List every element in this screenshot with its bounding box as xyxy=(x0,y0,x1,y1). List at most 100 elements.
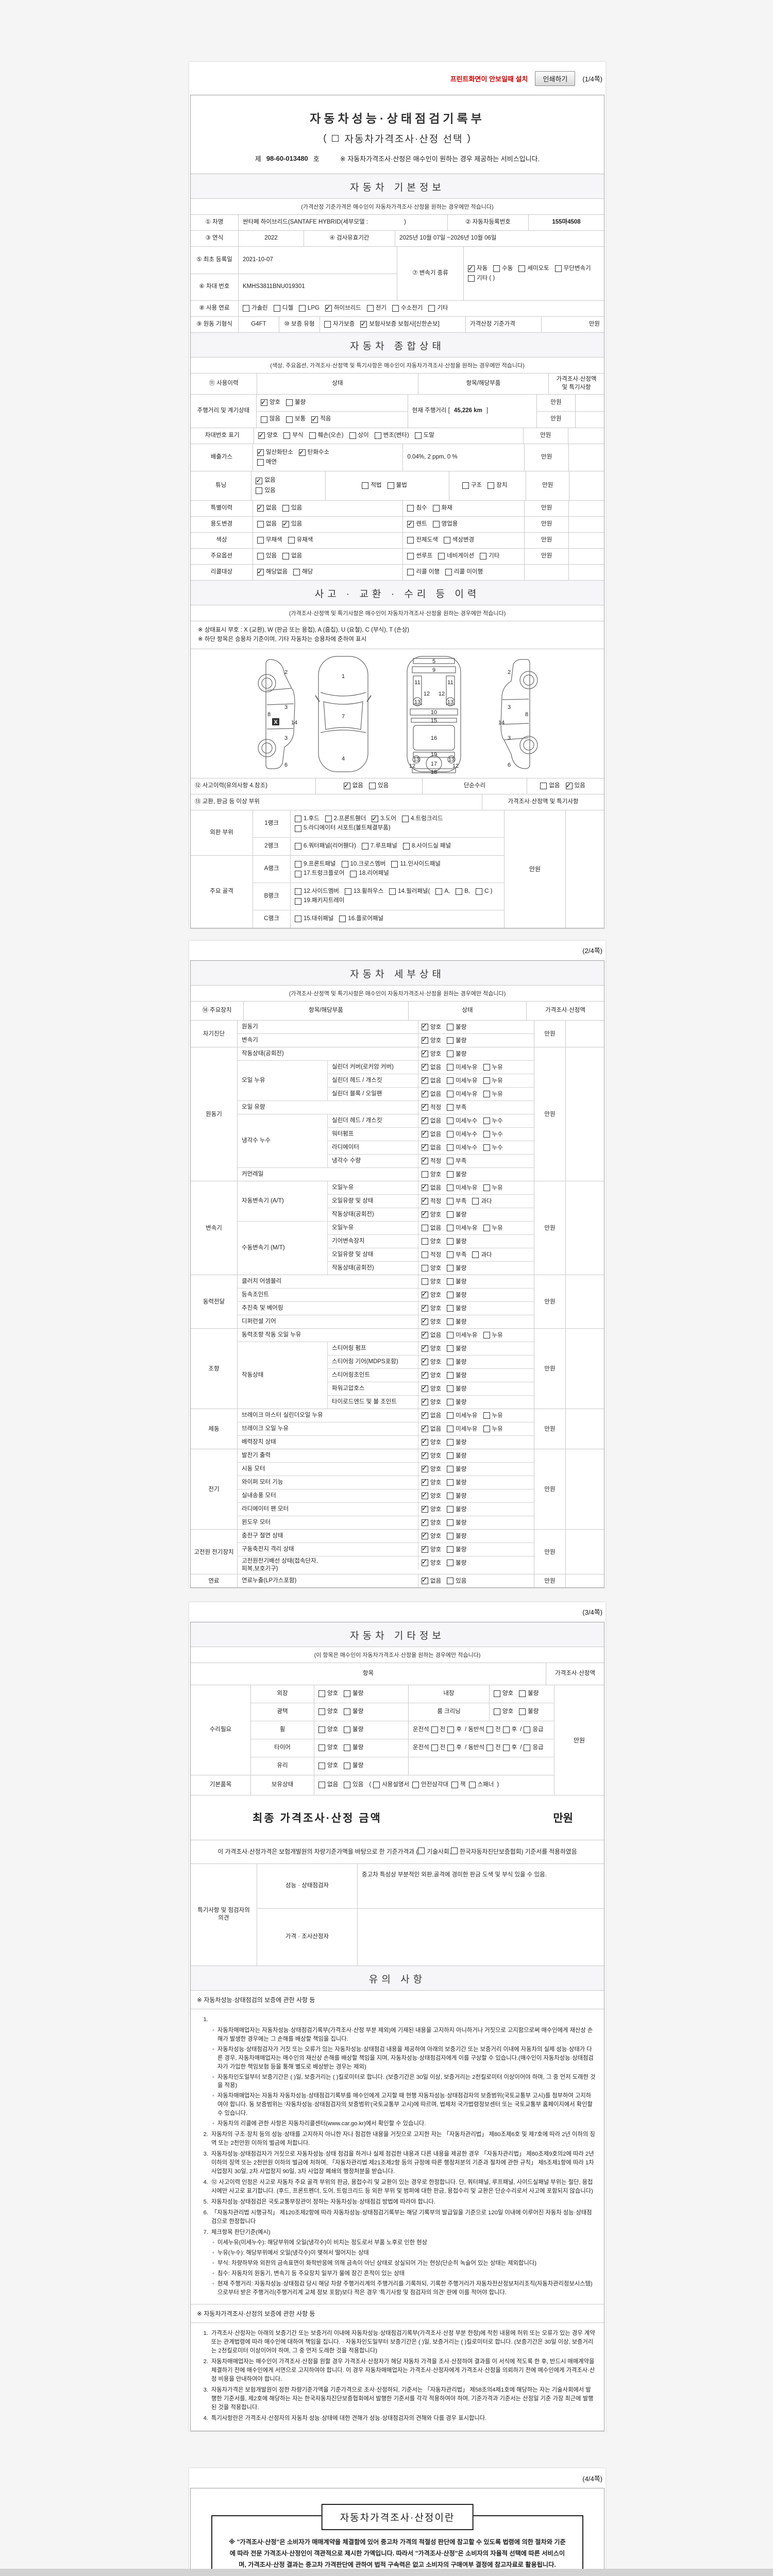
detail-group-price: 만원 xyxy=(534,1020,565,1047)
mileage-state-options: 양호 불량 xyxy=(260,398,311,407)
fuel-checkbox xyxy=(325,303,332,313)
mileage-checkbox xyxy=(260,398,267,407)
detail-sub-label xyxy=(327,1543,418,1556)
detail-checkbox xyxy=(422,1278,428,1285)
etc-option-label: 불량 xyxy=(528,1690,539,1697)
rank1-option: 5.라디에이터 서포트(볼트체결부품) xyxy=(304,825,391,832)
print-button[interactable]: 인쇄하기 xyxy=(535,71,576,86)
detail-row: 기어변속장치 양호 불량 xyxy=(328,1234,534,1248)
detail-part: 등속조인트 양호 불량 xyxy=(238,1287,534,1301)
car-name: 싼타페 하이브리드(SANTAFE HYBRID(세부모델 : xyxy=(243,219,368,226)
detail-checkbox xyxy=(447,1318,454,1325)
etc-wheel-label: 휠 xyxy=(251,1721,314,1739)
detail-checkbox xyxy=(422,1116,428,1124)
detail-sub-label: 실린더 블록 / 오일팬 xyxy=(332,1090,382,1097)
detail-option-label: 적정 xyxy=(430,1252,442,1259)
caution-heading-2: ※ 자동차가격조사·산정의 보증에 관한 사항 등 xyxy=(191,2304,604,2324)
paren-close: ) xyxy=(467,132,472,144)
caution-bullet-text: 미세누유(미세누수): 해당부위에 오일(냉각수)이 비치는 정도로서 부품 노… xyxy=(217,2240,428,2246)
rankC-option: 15.대쉬패널 xyxy=(304,916,334,922)
row-mileage-label: 주행거리 및 계기상태 xyxy=(191,395,257,428)
detail-part: 커먼레일 양호 불량 xyxy=(238,1167,534,1181)
detail-row: 없음 있음 xyxy=(327,1574,534,1587)
detail-option-label: 양호 xyxy=(430,1265,442,1272)
rankA-option: 11.인사이드패널 xyxy=(400,860,441,867)
wheel-front: 전 xyxy=(495,1726,501,1733)
detail-option-label: 양호 xyxy=(430,1533,442,1540)
etc-roomclean-options: 양호 불량 xyxy=(494,1708,544,1716)
detail-option-label: 양호 xyxy=(430,1239,442,1245)
etc-tire-label: 타이어 xyxy=(251,1739,314,1757)
detail-option-label: 불량 xyxy=(456,1279,467,1285)
detail-checkbox xyxy=(422,1156,428,1164)
detail-sub-label: 작동상태(공회전) xyxy=(332,1211,374,1217)
diagram-num: 3 xyxy=(284,704,288,710)
detail-sub-label xyxy=(327,1530,418,1543)
detail-group-extra xyxy=(565,1275,604,1328)
caution-item-number: 4. xyxy=(203,2179,208,2185)
caution-bullet-text: 자동차성능·상태점검자가 거짓 또는 오류가 있는 자동차성능·상태점검 내용을… xyxy=(217,2046,594,2070)
detail-group-price: 만원 xyxy=(534,1328,565,1409)
transmission-checkbox xyxy=(468,264,475,273)
caution-item-text: 자동차가격은 보험개발원이 정한 차량기준가액을 기준가격으로 조사·산정하되,… xyxy=(211,2386,594,2411)
diagram-num: 2 xyxy=(284,669,288,675)
detail-option-label: 과다 xyxy=(481,1252,492,1259)
detail-checkbox xyxy=(447,1345,454,1352)
detail-option-label: 불량 xyxy=(456,1560,467,1567)
tire-front-checkbox xyxy=(431,1744,438,1752)
mileage-amount-checkbox xyxy=(286,416,293,423)
col-etc-price: 가격조사·산정액 xyxy=(555,1670,595,1676)
value-first-reg: 2021-10-07 xyxy=(243,256,273,263)
accident-history-checkbox xyxy=(343,781,350,790)
detail-option-label: 양호 xyxy=(430,1279,442,1285)
etc-table: 수리필요 외장 양호 불량 내장 양호 불량 광택 양호 불량 룸 크리닝 양호 불 xyxy=(191,1685,604,1795)
wheel-rear: 후 xyxy=(456,1726,462,1733)
price-estimate-label: 자동차가격조사·산정 선택 xyxy=(344,134,463,145)
page-indicator-3: (3/4쪽) xyxy=(582,1608,602,1617)
etc-checkbox xyxy=(318,1744,325,1752)
gas-smoke-checkbox xyxy=(257,459,264,466)
detail-option-label: 누유 xyxy=(492,1225,503,1232)
value-valid-period: 2025년 10월 07일 ~2026년 10월 06일 xyxy=(399,235,497,242)
etc-price: 만원 xyxy=(554,1685,604,1795)
page-indicator-1: (1/4쪽) xyxy=(582,75,602,83)
detail-row: 오일누유 없음 미세누유 누유 xyxy=(328,1221,534,1234)
detail-option-label: 양호 xyxy=(430,1453,442,1460)
warranty-option-label: 보험사보증 보험사[신한손보] xyxy=(369,321,440,328)
etc-exterior-label: 외장 xyxy=(251,1685,314,1703)
detail-row: 워터펌프 없음 미세누수 누수 xyxy=(328,1127,534,1141)
detail-checkbox xyxy=(447,1398,454,1405)
simple-repair-options: 없음 있음 xyxy=(540,781,591,790)
label-reg-no: ② 자동차등록번호 xyxy=(448,215,529,230)
detail-checkbox xyxy=(447,1465,454,1472)
etc-option-label: 불량 xyxy=(352,1744,364,1751)
section-basic-title: 자동차 기본정보 xyxy=(191,174,604,199)
diagram-num: 13 xyxy=(447,699,453,705)
detail-checkbox xyxy=(422,1264,428,1272)
rank1-option: 2.프론트휀더 xyxy=(333,815,366,822)
price-estimate-box-text: ※ "가격조사·산정"은 소비자가 매매계약을 체결함에 있어 중고차 가격의 … xyxy=(229,2538,566,2569)
detail-checkbox xyxy=(422,1049,428,1057)
hold-item-checkbox xyxy=(412,1782,419,1789)
usage-kind-label: 렌트 xyxy=(416,521,427,528)
caution-item-text: 자동차성능·상태점검은 국토교통부장관이 정하는 자동차성능·상태점검 방법에 … xyxy=(211,2198,435,2205)
hold-item-label: 안전삼각대 xyxy=(421,1781,448,1788)
detail-option-label: 불량 xyxy=(456,1306,467,1312)
detail-option-label: 양호 xyxy=(430,1359,442,1366)
detail-group-price: 만원 xyxy=(534,1275,565,1328)
detail-option-label: 양호 xyxy=(430,1306,442,1312)
wheel-emergency-checkbox xyxy=(524,1726,531,1734)
detail-checkbox xyxy=(447,1197,454,1205)
rankB-option: A, xyxy=(444,888,450,894)
vin-mark-checkbox xyxy=(374,432,381,439)
detail-checkbox xyxy=(422,1576,428,1584)
accident-history-checkbox xyxy=(369,783,376,790)
tuning-checkbox xyxy=(256,487,263,495)
hold-item-label: 잭 xyxy=(460,1781,466,1788)
detail-option-label: 양호 xyxy=(430,1466,442,1473)
hold-item-label: 사용설명서 xyxy=(382,1781,410,1788)
detail-checkbox xyxy=(422,1022,428,1030)
detail-checkbox xyxy=(447,1264,454,1272)
transmission-option-label: 수동 xyxy=(502,265,513,272)
detail-checkbox xyxy=(422,1384,428,1392)
